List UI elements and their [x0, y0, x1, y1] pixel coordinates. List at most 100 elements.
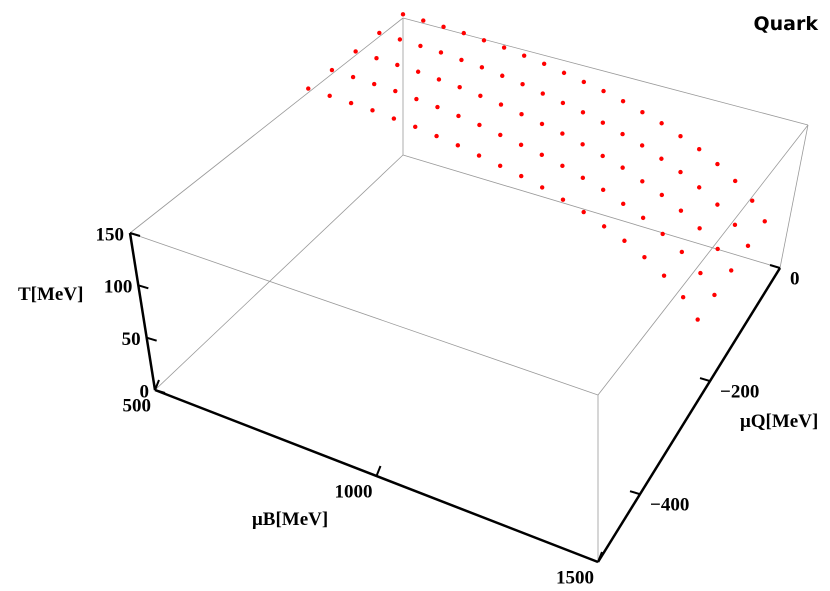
box-edge: [597, 124, 809, 396]
z-tick: [138, 284, 149, 290]
point: [750, 198, 755, 203]
point: [370, 108, 375, 113]
point: [621, 201, 626, 207]
z-tick: [146, 336, 157, 342]
point: [729, 268, 734, 273]
point: [519, 112, 524, 117]
point: [680, 295, 686, 300]
point: [353, 49, 358, 54]
point: [414, 96, 419, 102]
point: [678, 169, 683, 175]
z-tick-label: 0: [140, 381, 150, 402]
point: [477, 122, 482, 128]
point: [620, 98, 626, 104]
point: [640, 215, 646, 221]
point: [391, 116, 397, 121]
point: [712, 292, 717, 298]
box-edge: [402, 154, 781, 269]
point: [762, 219, 767, 224]
point: [580, 110, 586, 115]
point: [661, 273, 667, 278]
point: [540, 91, 545, 96]
axis-line: [128, 232, 157, 391]
y-tick: [699, 377, 711, 383]
point: [696, 185, 702, 190]
point: [350, 74, 356, 80]
point: [476, 153, 482, 158]
point: [601, 88, 606, 94]
point: [372, 81, 377, 87]
point: [601, 224, 607, 229]
point: [560, 197, 566, 202]
chart-title: Quark: [753, 13, 818, 35]
point: [441, 24, 446, 30]
point: [436, 77, 442, 82]
point: [348, 100, 354, 106]
point: [539, 185, 545, 190]
point: [435, 104, 440, 110]
point: [745, 243, 751, 249]
y-tick-label: −400: [650, 495, 689, 516]
point: [329, 67, 335, 73]
z-tick: [129, 232, 141, 237]
point: [620, 165, 625, 170]
x-tick-label: 1500: [556, 567, 594, 588]
point: [520, 81, 525, 87]
point: [377, 30, 382, 36]
point: [306, 86, 311, 91]
point: [581, 209, 586, 215]
x-tick: [154, 379, 160, 391]
y-tick-label: 0: [790, 268, 800, 289]
point: [660, 231, 665, 237]
box-edge: [154, 154, 404, 391]
point: [732, 222, 738, 228]
y-axis-label: μQ[MeV]: [740, 411, 818, 432]
x-axis-label: μB[MeV]: [252, 509, 328, 530]
point: [659, 156, 664, 161]
point: [418, 43, 423, 49]
point: [639, 143, 645, 148]
point: [678, 134, 683, 139]
axis-line: [596, 267, 782, 563]
point: [640, 109, 645, 115]
point: [698, 270, 703, 276]
box-edge: [129, 17, 404, 234]
point: [600, 187, 606, 193]
point: [497, 163, 503, 169]
point: [455, 143, 461, 148]
point: [459, 57, 464, 63]
point: [678, 208, 684, 213]
point: [600, 120, 606, 125]
point: [560, 163, 565, 169]
x-tick-label: 1000: [335, 481, 373, 502]
x-tick: [597, 551, 603, 563]
point: [456, 113, 461, 119]
z-axis-label: T[MeV]: [18, 284, 83, 305]
point: [400, 12, 406, 17]
point: [397, 37, 403, 42]
y-tick-label: −200: [720, 381, 759, 402]
z-tick: [154, 389, 166, 394]
box-edge: [779, 124, 809, 269]
point: [695, 317, 700, 322]
point: [478, 93, 483, 99]
point: [715, 246, 720, 252]
x-tick: [375, 465, 382, 477]
point: [413, 124, 418, 130]
point: [560, 131, 565, 136]
point: [659, 192, 665, 198]
point: [561, 70, 567, 76]
point: [620, 131, 625, 137]
point: [622, 238, 627, 243]
point: [715, 202, 720, 207]
z-tick-label: 150: [96, 224, 125, 245]
point: [581, 79, 587, 85]
point: [415, 69, 421, 74]
point: [374, 56, 379, 61]
point: [640, 179, 645, 184]
point: [498, 132, 503, 138]
point: [395, 62, 400, 68]
point: [642, 254, 647, 260]
point: [457, 84, 462, 90]
